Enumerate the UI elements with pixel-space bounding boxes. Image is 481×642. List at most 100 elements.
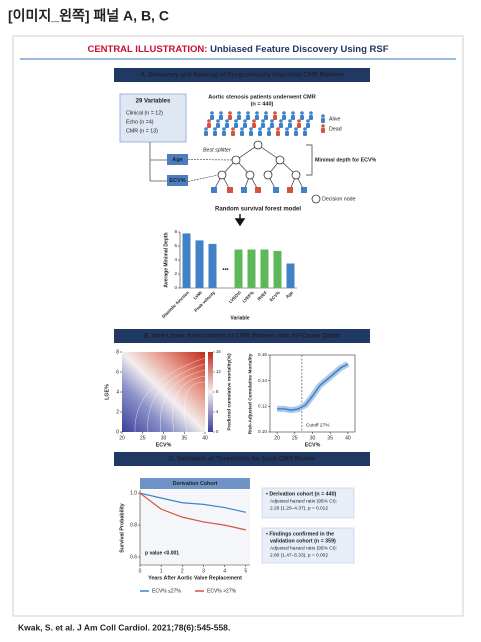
person-body bbox=[273, 115, 277, 120]
colorbar-label: Predicted cumulative mortality(%) bbox=[226, 353, 232, 431]
person-head bbox=[231, 127, 235, 131]
person-body bbox=[210, 115, 214, 120]
tree-node bbox=[275, 155, 285, 165]
findings-detail: 2.80 (1.47–5.33), p = 0.002 bbox=[270, 552, 328, 558]
x-tick-label: 3 bbox=[202, 568, 205, 574]
person-head bbox=[279, 119, 283, 123]
tree-leaf bbox=[227, 187, 233, 193]
x-tick-label: 35 bbox=[181, 435, 187, 441]
person-body bbox=[228, 115, 232, 120]
splitter-box bbox=[167, 175, 188, 186]
person-body bbox=[258, 131, 262, 136]
person-body bbox=[306, 123, 310, 128]
tree-node bbox=[231, 155, 241, 165]
tree-leaf bbox=[211, 187, 217, 193]
x-axis-label: Variable bbox=[230, 315, 249, 321]
splitter-link bbox=[187, 174, 219, 182]
person-head bbox=[264, 111, 268, 115]
person-head bbox=[306, 119, 310, 123]
y-tick-label: 0.8 bbox=[130, 522, 137, 528]
x-tick-label: 25 bbox=[292, 435, 298, 441]
findings-title: • Findings confirmed in the bbox=[266, 531, 334, 537]
y-tick-label: 8 bbox=[174, 229, 177, 234]
person-body bbox=[279, 123, 283, 128]
y-tick-label: 2 bbox=[174, 271, 177, 276]
person-body bbox=[237, 115, 241, 120]
legend-label: ECV% ≤27% bbox=[152, 588, 181, 594]
page-header: [이미지_왼쪽] 패널 A, B, C bbox=[8, 8, 169, 24]
person-head bbox=[321, 114, 325, 118]
contour bbox=[160, 369, 206, 433]
km-title: Derivation Cohort bbox=[173, 481, 218, 487]
x-tick-label: 1 bbox=[160, 568, 163, 574]
findings-detail: Adjusted hazard ratio (95% CI): bbox=[270, 498, 337, 504]
person-body bbox=[270, 123, 274, 128]
colorbar-tick-label: 4 bbox=[216, 409, 219, 414]
person-head bbox=[210, 111, 214, 115]
person-head bbox=[243, 119, 247, 123]
x-tick-label: 30 bbox=[310, 435, 316, 441]
model-label: Random survival forest model bbox=[215, 207, 301, 213]
variables-box bbox=[119, 93, 187, 143]
person-head bbox=[258, 127, 262, 131]
y-tick-label: 4 bbox=[116, 389, 119, 395]
cohort-text: Aortic stenosis patients underwent CMR bbox=[208, 94, 316, 100]
variables-item: Clinical (n = 12) bbox=[126, 110, 163, 116]
findings-title: validation cohort (n = 359) bbox=[270, 538, 336, 544]
person-body bbox=[225, 123, 229, 128]
person-head bbox=[267, 127, 271, 131]
person-head bbox=[252, 119, 256, 123]
y-tick-label: 6 bbox=[174, 243, 177, 248]
cutoff-label: Cutoff 27% bbox=[306, 422, 330, 428]
bar bbox=[234, 249, 243, 288]
person-head bbox=[228, 111, 232, 115]
person-head bbox=[285, 127, 289, 131]
illustration-label: CENTRAL ILLUSTRATION: bbox=[87, 44, 207, 55]
y-tick-label: 6 bbox=[116, 369, 119, 375]
splitter-link bbox=[187, 159, 233, 161]
person-body bbox=[231, 131, 235, 136]
person-head bbox=[300, 111, 304, 115]
person-body bbox=[204, 131, 208, 136]
person-body bbox=[297, 123, 301, 128]
panel-header bbox=[114, 329, 370, 343]
x-tick-label: 40 bbox=[202, 435, 208, 441]
minimal-depth: Minimal depth for ECV% bbox=[315, 157, 377, 163]
tree-edge bbox=[235, 144, 259, 161]
person-head bbox=[303, 127, 307, 131]
decision-node-label: Decision node bbox=[322, 196, 356, 202]
person-body bbox=[288, 123, 292, 128]
y-tick-label: 0.10 bbox=[258, 429, 267, 434]
decision-node-key bbox=[311, 194, 321, 204]
bar bbox=[182, 233, 191, 288]
person-head bbox=[207, 119, 211, 123]
down-arrow bbox=[234, 214, 246, 227]
person-body bbox=[276, 131, 280, 136]
person-body bbox=[207, 123, 211, 128]
person-body bbox=[255, 115, 259, 120]
legend-label: ECV% >27% bbox=[207, 588, 237, 594]
findings-detail: Adjusted hazard ratio (95% CI): bbox=[270, 545, 337, 551]
person-head bbox=[288, 119, 292, 123]
findings-detail: 2.29 (1.20–4.37), p = 0.012 bbox=[270, 505, 328, 511]
km-title-bar bbox=[140, 478, 250, 489]
citation: Kwak, S. et al. J Am Coll Cardiol. 2021;… bbox=[18, 622, 230, 632]
person-head bbox=[255, 111, 259, 115]
person-body bbox=[252, 123, 256, 128]
person-head bbox=[225, 119, 229, 123]
y-tick-label: 0 bbox=[174, 285, 177, 290]
cohort-n: (n = 440) bbox=[251, 101, 274, 107]
splitter-box bbox=[167, 154, 188, 165]
person-head bbox=[294, 127, 298, 131]
person-body bbox=[321, 118, 325, 123]
variables-item: CMR (n = 13) bbox=[126, 128, 158, 134]
person-head bbox=[246, 111, 250, 115]
person-body bbox=[240, 131, 244, 136]
person-head bbox=[237, 111, 241, 115]
person-body bbox=[291, 115, 295, 120]
findings-title: • Derivation cohort (n = 440) bbox=[266, 491, 337, 497]
x-axis-label: Years After Aortic Valve Replacement bbox=[148, 575, 242, 581]
panel-title: C. Validation of Thresholds for Each CMR… bbox=[169, 456, 316, 463]
splitter-label: ECV% bbox=[169, 178, 185, 184]
person-head bbox=[270, 119, 274, 123]
